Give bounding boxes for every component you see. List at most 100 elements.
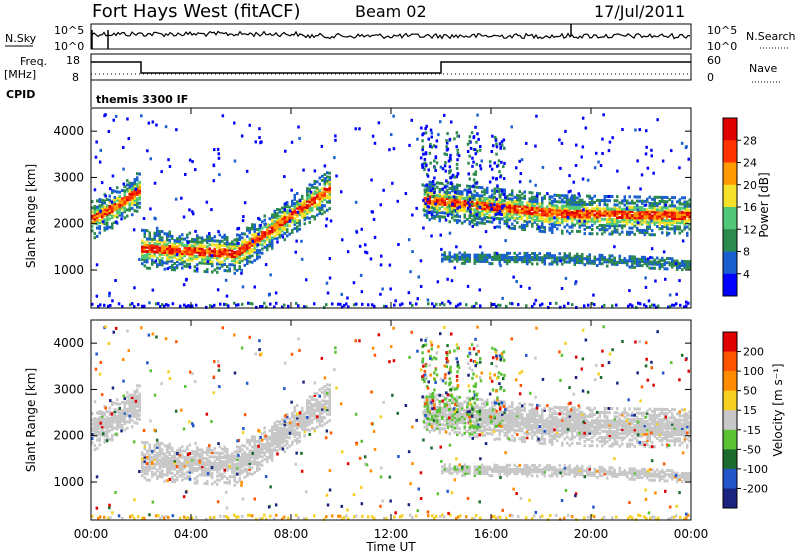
power-cell (616, 199, 619, 203)
power-cell (306, 187, 309, 191)
power-cell (469, 207, 472, 211)
velocity-cell (191, 464, 194, 468)
power-cell (598, 257, 601, 261)
power-cell (148, 235, 151, 239)
power-cell (103, 222, 106, 226)
power-cell (237, 303, 240, 307)
power-cell (653, 266, 656, 270)
velocity-cell (121, 417, 124, 421)
power-cell (551, 222, 554, 226)
power-cell (603, 256, 606, 260)
power-cell (481, 209, 484, 213)
power-cell (231, 240, 234, 244)
velocity-cell (176, 449, 179, 453)
power-cell (636, 203, 639, 207)
power-cell (576, 209, 579, 212)
power-cell (293, 210, 296, 214)
power-cell (268, 225, 271, 229)
power-cell (468, 203, 471, 207)
power-cell (666, 221, 669, 224)
velocity-cell (96, 417, 99, 421)
power-cell (648, 195, 651, 199)
power-cell (463, 253, 466, 257)
power-cell (141, 239, 144, 243)
power-cell (223, 242, 226, 246)
power-cell (563, 252, 566, 256)
power-cell (569, 189, 572, 193)
power-cell (429, 142, 432, 146)
power-cell (454, 196, 457, 200)
power-cell (111, 226, 114, 230)
velocity-cell (216, 461, 219, 465)
power-cell (506, 201, 509, 205)
power-cell (96, 205, 99, 209)
power-cell (496, 257, 499, 261)
power-cell (271, 226, 274, 229)
power-cell (324, 224, 328, 228)
power-cell (661, 208, 664, 212)
power-cell (638, 195, 641, 199)
velocity-cell (188, 464, 191, 468)
power-cell (587, 303, 590, 307)
power-cell (601, 207, 604, 211)
power-cell (108, 209, 111, 213)
velocity-cell (313, 408, 316, 412)
power-cell (325, 303, 328, 307)
velocity-cell (306, 399, 309, 403)
velocity-cell (286, 421, 289, 425)
power-cell (456, 196, 459, 200)
power-cell (461, 202, 464, 206)
power-cell (573, 198, 576, 202)
power-cell (483, 253, 486, 257)
power-cell (449, 153, 452, 157)
power-cell (133, 201, 136, 204)
power-cell (153, 233, 156, 237)
power-cell (159, 305, 162, 308)
power-cell (128, 206, 131, 210)
power-cell (123, 189, 126, 193)
power-cell (571, 256, 574, 260)
power-cell (656, 225, 659, 228)
power-cell (111, 174, 115, 178)
power-cell (499, 175, 502, 179)
power-cell (513, 258, 516, 262)
power-cell (663, 195, 666, 199)
velocity-cell (146, 449, 149, 453)
velocity-cell (211, 463, 214, 467)
power-cell (650, 219, 653, 223)
power-cell (503, 190, 506, 194)
velocity-cell (316, 415, 319, 419)
power-cell (631, 259, 634, 263)
power-cell (297, 304, 300, 308)
power-cell (205, 200, 209, 204)
power-cell (256, 243, 259, 247)
velocity-cell (156, 456, 159, 460)
power-cell (258, 240, 261, 244)
power-cell (631, 261, 634, 265)
power-cell (621, 230, 624, 234)
velocity-cell (201, 450, 204, 454)
power-cell (251, 223, 254, 227)
power-cell (211, 237, 214, 241)
power-cell (103, 214, 106, 217)
velocity-cell (298, 439, 301, 443)
power-cell (543, 228, 546, 232)
power-cell (668, 208, 671, 212)
velocity-cell (281, 422, 284, 426)
velocity-cell (168, 463, 171, 467)
power-cell (438, 192, 441, 196)
power-cell (491, 193, 494, 197)
power-cell (157, 302, 160, 306)
power-cell (143, 229, 146, 232)
power-cell (393, 303, 396, 307)
power-cell (603, 194, 606, 198)
power-cell (423, 199, 426, 202)
velocity-cell (136, 413, 139, 417)
power-cell (678, 202, 681, 206)
power-cell (231, 248, 234, 252)
power-cell (573, 223, 576, 227)
power-cell (221, 250, 224, 254)
power-cell (498, 253, 501, 257)
power-cell (681, 202, 684, 206)
power-cell (495, 142, 498, 146)
